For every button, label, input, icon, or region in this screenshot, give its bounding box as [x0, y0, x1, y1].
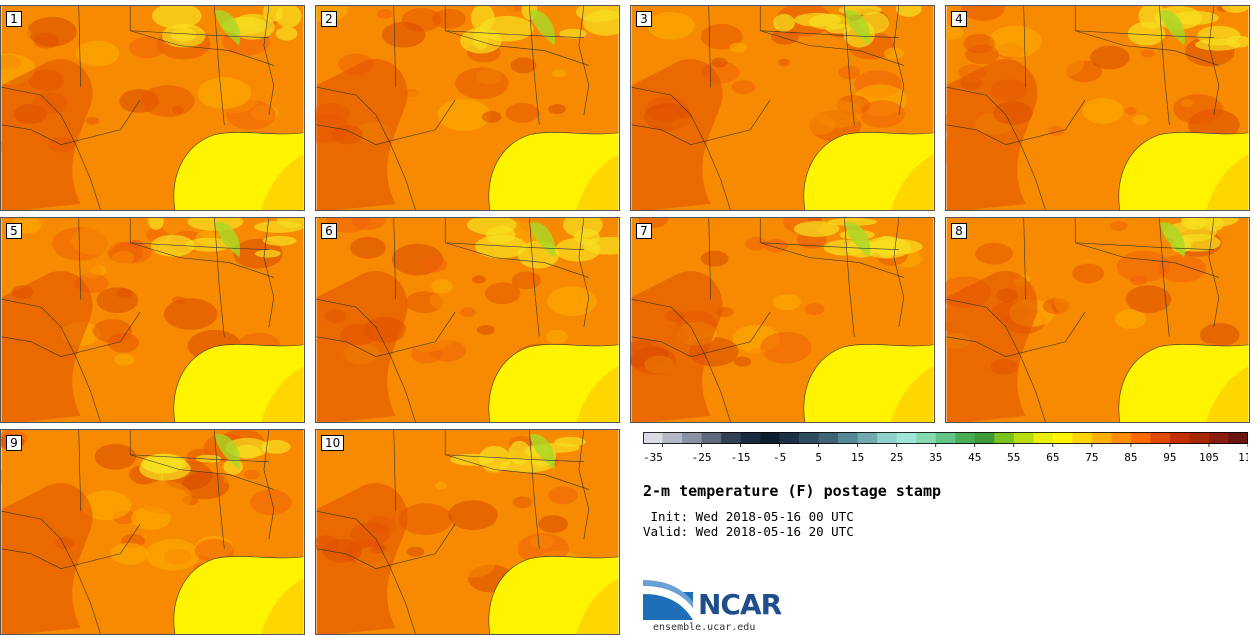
chart-title: 2-m temperature (F) postage stamp	[643, 482, 942, 500]
temperature-map	[631, 6, 934, 210]
temperature-map	[316, 430, 619, 634]
colorbar-tick-label: 95	[1163, 451, 1176, 464]
member-number-label: 4	[951, 11, 967, 27]
colorbar-swatch	[896, 432, 917, 444]
colorbar-swatch	[916, 432, 937, 444]
temperature-map	[1, 430, 304, 634]
colorbar-swatch	[1091, 432, 1112, 444]
colorbar-swatch	[701, 432, 722, 444]
member-panel: 7	[630, 217, 935, 423]
colorbar-swatch	[643, 432, 663, 444]
colorbar-swatch	[818, 432, 839, 444]
colorbar-tick-label: 65	[1046, 451, 1059, 464]
member-panel: 9	[0, 429, 305, 635]
member-number-label: 9	[6, 435, 22, 451]
colorbar-swatch	[1169, 432, 1190, 444]
colorbar-swatch	[1189, 432, 1210, 444]
member-panel: 8	[945, 217, 1250, 423]
temperature-map	[316, 6, 619, 210]
member-number-label: 1	[6, 11, 22, 27]
colorbar-swatch	[721, 432, 741, 444]
member-panel: 5	[0, 217, 305, 423]
colorbar-tick-label: 55	[1007, 451, 1020, 464]
member-panel: 6	[315, 217, 620, 423]
valid-time: Valid: Wed 2018-05-16 20 UTC	[643, 524, 854, 539]
colorbar-tick-label: -25	[692, 451, 712, 464]
colorbar-swatch	[779, 432, 800, 444]
colorbar-swatch	[1111, 432, 1132, 444]
temperature-map	[1, 218, 304, 422]
ncar-logo-text: NCAR	[698, 588, 782, 621]
member-panel: 4	[945, 5, 1250, 211]
temperature-map	[946, 218, 1249, 422]
member-number-label: 8	[951, 223, 967, 239]
colorbar-tick-label: -15	[731, 451, 751, 464]
colorbar-swatch	[838, 432, 858, 444]
ncar-logo-icon	[643, 580, 693, 620]
colorbar-swatch	[1052, 432, 1073, 444]
init-time: Init: Wed 2018-05-16 00 UTC	[643, 509, 854, 524]
colorbar-tick-label: 85	[1124, 451, 1137, 464]
colorbar-swatch	[1130, 432, 1151, 444]
colorbar-swatch	[935, 432, 956, 444]
colorbar-tick-label: -35	[643, 451, 663, 464]
member-number-label: 3	[636, 11, 652, 27]
member-panel: 3	[630, 5, 935, 211]
colorbar-outline	[643, 432, 1248, 444]
member-number-label: 5	[6, 223, 22, 239]
colorbar-swatch	[1072, 432, 1093, 444]
member-number-label: 7	[636, 223, 652, 239]
colorbar-swatch	[877, 432, 898, 444]
colorbar-swatch	[994, 432, 1015, 444]
colorbar-swatch	[760, 432, 780, 444]
colorbar-swatch	[1228, 432, 1248, 444]
member-number-label: 2	[321, 11, 337, 27]
colorbar-tick-label: 115	[1238, 451, 1248, 464]
colorbar-tick-label: 45	[968, 451, 981, 464]
member-panel: 2	[315, 5, 620, 211]
member-panel: 10	[315, 429, 620, 635]
member-number-label: 10	[321, 435, 345, 451]
colorbar-tick-label: 105	[1199, 451, 1219, 464]
colorbar-swatch	[682, 432, 702, 444]
temperature-map	[631, 218, 934, 422]
ensemble-url: ensemble.ucar.edu	[653, 622, 756, 633]
colorbar-swatch	[974, 432, 995, 444]
colorbar-swatch	[1013, 432, 1034, 444]
colorbar-swatch	[955, 432, 976, 444]
colorbar-tick-label: 15	[851, 451, 864, 464]
colorbar-tick-label: 5	[815, 451, 822, 464]
temperature-map	[946, 6, 1249, 210]
colorbar-swatch	[1208, 432, 1229, 444]
colorbar-swatch	[1150, 432, 1171, 444]
temperature-colorbar: -35 -25 -15 -5 5 15 25 35 45 55 65 75 85 95 105 115	[643, 432, 1248, 464]
colorbar-tick-label: -5	[773, 451, 786, 464]
temperature-map	[1, 6, 304, 210]
colorbar-tick-label: 75	[1085, 451, 1098, 464]
colorbar-swatch	[662, 432, 683, 444]
colorbar-swatch	[1033, 432, 1054, 444]
member-panel: 1	[0, 5, 305, 211]
colorbar-swatch	[857, 432, 878, 444]
colorbar-swatch	[740, 432, 761, 444]
temperature-map	[316, 218, 619, 422]
colorbar-swatch	[799, 432, 819, 444]
colorbar-tick-label: 35	[929, 451, 942, 464]
colorbar-tick-label: 25	[890, 451, 903, 464]
member-number-label: 6	[321, 223, 337, 239]
